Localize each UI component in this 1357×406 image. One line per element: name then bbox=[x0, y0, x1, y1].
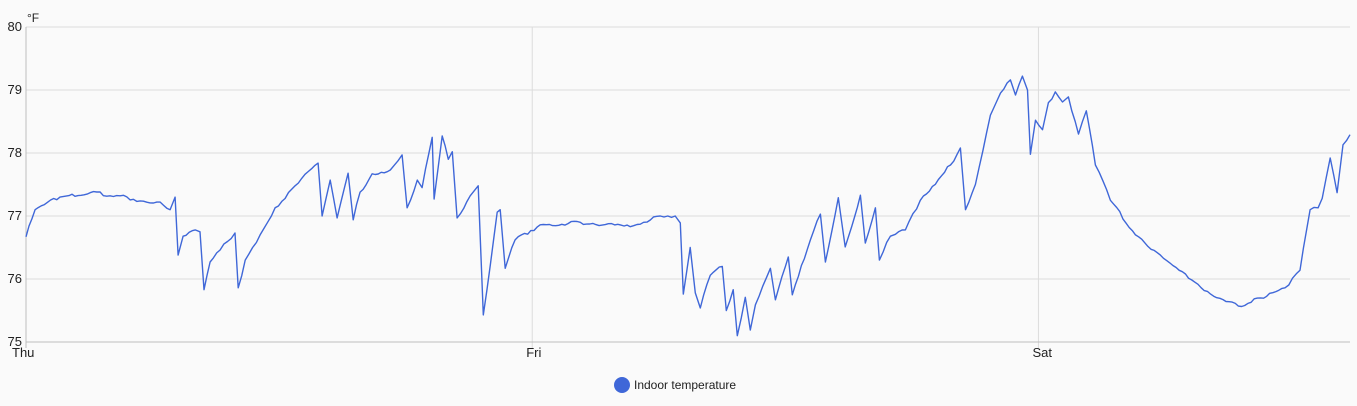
y-tick-label: 76 bbox=[8, 271, 22, 286]
x-tick-label: Thu bbox=[12, 345, 34, 360]
y-tick-label: 79 bbox=[8, 82, 22, 97]
y-tick-label: 75 bbox=[8, 334, 22, 349]
y-tick-label: 78 bbox=[8, 145, 22, 160]
legend[interactable]: Indoor temperature bbox=[614, 377, 736, 393]
legend-dot-icon bbox=[614, 377, 630, 393]
y-axis-unit: °F bbox=[27, 11, 39, 25]
y-tick-label: 77 bbox=[8, 208, 22, 223]
legend-label: Indoor temperature bbox=[634, 378, 736, 392]
x-axis: Thu Fri Sat bbox=[12, 345, 1052, 360]
x-tick-label: Sat bbox=[1032, 345, 1052, 360]
series-line-indoor-temperature bbox=[25, 75, 1351, 337]
y-axis: 75 76 77 78 79 80 bbox=[8, 19, 22, 349]
x-tick-label: Fri bbox=[526, 345, 541, 360]
grid bbox=[25, 26, 1350, 348]
y-tick-label: 80 bbox=[8, 19, 22, 34]
